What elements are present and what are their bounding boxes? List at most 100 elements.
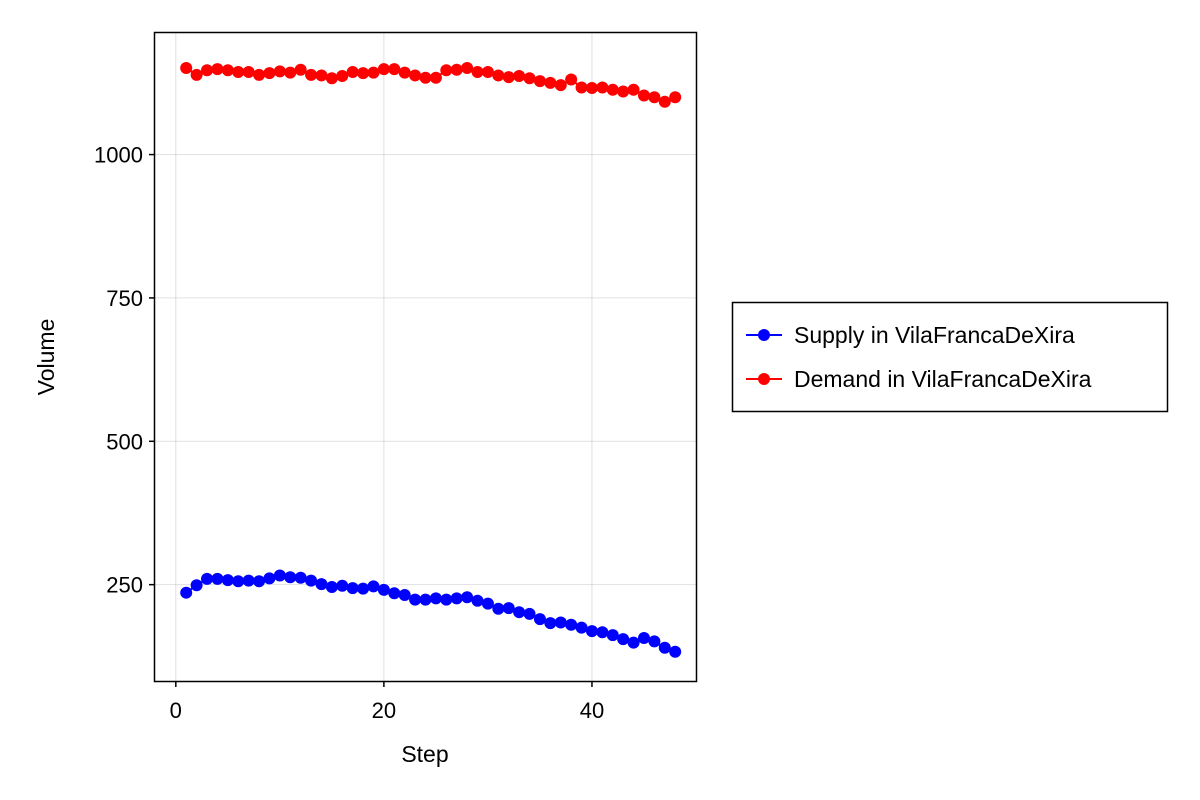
data-point xyxy=(325,72,338,85)
data-point xyxy=(398,66,411,79)
data-point xyxy=(388,587,401,600)
data-point xyxy=(658,641,671,654)
data-point xyxy=(617,85,630,98)
data-point xyxy=(596,81,609,94)
data-point xyxy=(585,82,598,95)
data-point xyxy=(263,67,276,80)
data-point xyxy=(357,582,370,595)
data-point xyxy=(419,71,432,84)
data-point xyxy=(637,631,650,644)
data-point xyxy=(180,61,193,74)
data-point xyxy=(554,79,567,92)
data-point xyxy=(544,76,557,89)
data-point xyxy=(190,68,203,81)
data-point xyxy=(523,607,536,620)
data-point xyxy=(346,65,359,78)
x-tick-label: 20 xyxy=(372,698,396,723)
data-point xyxy=(315,69,328,82)
data-point xyxy=(429,71,442,84)
data-point xyxy=(336,70,349,83)
data-point xyxy=(315,578,328,591)
data-point xyxy=(377,583,390,596)
data-point xyxy=(284,66,297,79)
data-point xyxy=(211,63,224,76)
data-point xyxy=(637,89,650,102)
data-point xyxy=(575,81,588,94)
data-point xyxy=(273,569,286,582)
x-tick-label: 40 xyxy=(580,698,604,723)
data-point xyxy=(211,572,224,585)
data-point xyxy=(627,636,640,649)
data-point xyxy=(305,68,318,81)
data-point xyxy=(253,575,266,588)
data-point xyxy=(201,64,214,77)
data-point xyxy=(201,572,214,585)
data-point xyxy=(533,613,546,626)
data-point xyxy=(502,71,515,84)
data-point xyxy=(533,75,546,88)
data-point xyxy=(221,64,234,77)
data-point xyxy=(232,575,245,588)
data-point xyxy=(440,64,453,77)
data-point xyxy=(232,65,245,78)
data-point xyxy=(565,73,578,86)
legend: Supply in VilaFrancaDeXira Demand in Vil… xyxy=(731,301,1169,413)
data-point xyxy=(585,625,598,638)
legend-marker-demand xyxy=(758,373,770,385)
data-point xyxy=(669,645,682,658)
data-point xyxy=(471,594,484,607)
data-point xyxy=(669,91,682,104)
data-point xyxy=(242,65,255,78)
data-point xyxy=(263,572,276,585)
data-point xyxy=(544,617,557,630)
x-tick-label: 0 xyxy=(170,698,182,723)
data-point xyxy=(409,69,422,82)
data-point xyxy=(575,621,588,634)
legend-item-supply: Supply in VilaFrancaDeXira xyxy=(746,322,1075,348)
y-axis-label: Volume xyxy=(33,319,59,396)
data-point xyxy=(284,571,297,584)
data-point xyxy=(617,633,630,646)
data-point xyxy=(606,629,619,642)
data-point xyxy=(648,635,661,648)
y-tick-label: 500 xyxy=(106,429,143,454)
data-point xyxy=(596,626,609,639)
data-point xyxy=(471,65,484,78)
data-point xyxy=(513,606,526,619)
data-point xyxy=(565,618,578,631)
series-0 xyxy=(180,569,682,658)
data-point xyxy=(513,70,526,83)
data-point xyxy=(294,571,307,584)
data-point xyxy=(180,586,193,599)
y-tick-label: 250 xyxy=(106,573,143,598)
data-point xyxy=(388,63,401,76)
y-tick-label: 750 xyxy=(106,286,143,311)
y-tick-label: 1000 xyxy=(94,143,143,168)
data-point xyxy=(481,597,494,610)
data-point xyxy=(273,65,286,78)
data-point xyxy=(190,579,203,592)
series-layer xyxy=(180,61,682,658)
data-point xyxy=(253,68,266,81)
data-point xyxy=(440,593,453,606)
data-point xyxy=(305,574,318,587)
x-axis: 0 20 40 xyxy=(170,681,604,723)
data-point xyxy=(336,579,349,592)
data-point xyxy=(450,63,463,76)
data-point xyxy=(627,83,640,96)
y-axis: 250 500 750 1000 xyxy=(94,143,155,598)
data-point xyxy=(398,588,411,601)
legend-frame xyxy=(731,301,1169,413)
data-point xyxy=(221,574,234,587)
data-point xyxy=(648,91,661,104)
data-point xyxy=(367,580,380,593)
legend-item-demand: Demand in VilaFrancaDeXira xyxy=(746,366,1092,392)
data-point xyxy=(419,593,432,606)
data-point xyxy=(523,72,536,85)
data-point xyxy=(242,574,255,587)
data-point xyxy=(481,65,494,78)
data-point xyxy=(658,95,671,108)
data-point xyxy=(377,63,390,76)
data-point xyxy=(492,69,505,82)
